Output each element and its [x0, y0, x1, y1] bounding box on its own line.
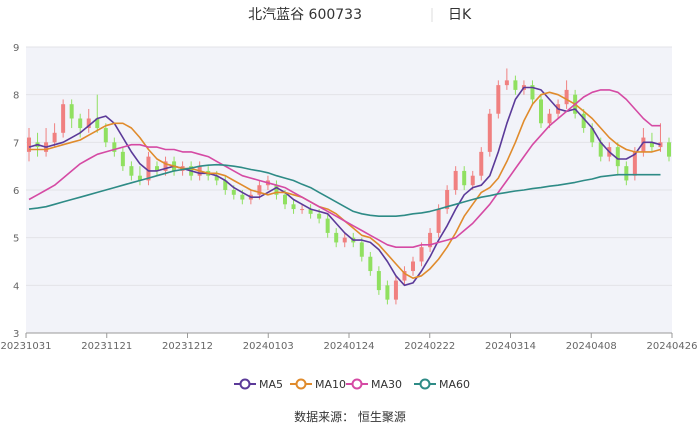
- candle-body: [163, 161, 168, 171]
- candle-body: [564, 89, 569, 105]
- candle-body: [598, 142, 603, 157]
- candle-body: [496, 85, 501, 114]
- x-tick-label: 20240426: [647, 341, 698, 352]
- series-line-ma60: [28, 163, 661, 217]
- candle-body: [325, 218, 330, 233]
- candle-body: [428, 232, 433, 248]
- candle-body: [632, 151, 637, 176]
- x-tick-label: 20240222: [404, 341, 455, 352]
- candle-body: [667, 142, 671, 157]
- candle-body: [27, 137, 31, 152]
- y-tick-label: 6: [13, 186, 19, 197]
- candle-body: [615, 147, 620, 167]
- candle-body: [317, 213, 322, 219]
- candle-body: [283, 194, 287, 205]
- candle-body: [155, 166, 159, 171]
- candle-body: [641, 137, 646, 152]
- ma-lines: [28, 86, 661, 287]
- period-label: 日K: [448, 7, 472, 23]
- candle-body: [530, 85, 535, 100]
- series-line-ma30: [28, 89, 661, 248]
- x-tick-label: 20240314: [485, 341, 536, 352]
- x-tick-label: 20231212: [162, 341, 213, 352]
- candle-body: [69, 104, 74, 119]
- x-tick-label: 20240124: [324, 341, 375, 352]
- y-axis: 3 4 5 6 7 8 9: [13, 43, 19, 340]
- legend: MA5 MA10 MA30 MA60: [234, 378, 470, 391]
- candle-body: [214, 175, 219, 181]
- candle-body: [368, 256, 373, 272]
- candle-body: [240, 194, 245, 200]
- candle-body: [359, 242, 364, 257]
- legend-label-ma60: MA60: [439, 378, 470, 391]
- candle-body: [52, 132, 57, 143]
- x-tick-label: 20231121: [81, 341, 132, 352]
- candle-body: [129, 166, 134, 176]
- candle-body: [342, 237, 347, 243]
- legend-marker: [419, 378, 431, 390]
- candle-body: [300, 209, 305, 211]
- candle-body: [590, 128, 595, 143]
- candle-body: [402, 271, 407, 281]
- candle-body: [291, 204, 296, 210]
- x-tick-label: 20240408: [566, 341, 617, 352]
- candle-body: [78, 118, 83, 129]
- candle-body: [624, 166, 629, 181]
- candle-body: [411, 261, 415, 272]
- candle-body: [462, 170, 467, 186]
- x-tick-label: 20231031: [1, 341, 52, 352]
- series-line-ma5: [28, 86, 661, 287]
- candle-body: [376, 271, 381, 291]
- y-tick-label: 3: [13, 329, 19, 340]
- candle-body: [487, 113, 492, 152]
- candle-body: [539, 99, 543, 124]
- candle-body: [231, 190, 236, 195]
- candle-body: [581, 113, 586, 129]
- candle-body: [649, 142, 654, 148]
- candle-body: [95, 118, 100, 129]
- data-source: 数据来源： 恒生聚源: [294, 409, 406, 424]
- y-tick-label: 5: [13, 234, 19, 245]
- y-tick-label: 7: [13, 138, 19, 149]
- candle-body: [385, 285, 390, 300]
- candle-body: [103, 128, 108, 143]
- candle-body: [308, 209, 313, 214]
- candle-body: [86, 118, 91, 129]
- legend-label-ma10: MA10: [315, 378, 346, 391]
- candle-body: [547, 113, 552, 124]
- candle-body: [513, 80, 518, 90]
- candle-body: [61, 104, 66, 133]
- y-tick-label: 9: [13, 43, 19, 54]
- x-axis: 20231031 20231121 20231212 20240103 20240124…: [1, 332, 698, 352]
- candle-body: [504, 80, 509, 86]
- legend-label-ma5: MA5: [259, 378, 283, 391]
- candle-body: [257, 185, 262, 195]
- candle-body: [479, 151, 484, 176]
- stock-title: 北汽蓝谷 600733: [248, 7, 362, 23]
- candle-body: [112, 142, 117, 152]
- candle-body: [146, 156, 151, 181]
- y-tick-label: 4: [13, 281, 19, 292]
- legend-marker: [351, 378, 363, 390]
- legend-label-ma30: MA30: [371, 378, 402, 391]
- candle-body: [419, 247, 424, 262]
- candle-body: [274, 185, 279, 195]
- candle-body: [393, 280, 398, 300]
- candle-body: [436, 209, 441, 233]
- y-tick-label: 8: [13, 91, 19, 102]
- candle-body: [453, 170, 458, 190]
- candle-body: [470, 175, 475, 186]
- candle-body: [223, 180, 228, 190]
- candle-body: [334, 232, 339, 243]
- candle-body: [137, 175, 142, 181]
- legend-marker: [295, 378, 307, 390]
- x-tick-label: 20240103: [243, 341, 294, 352]
- candle-body: [445, 190, 450, 210]
- legend-marker: [239, 378, 251, 390]
- candle-body: [120, 151, 125, 167]
